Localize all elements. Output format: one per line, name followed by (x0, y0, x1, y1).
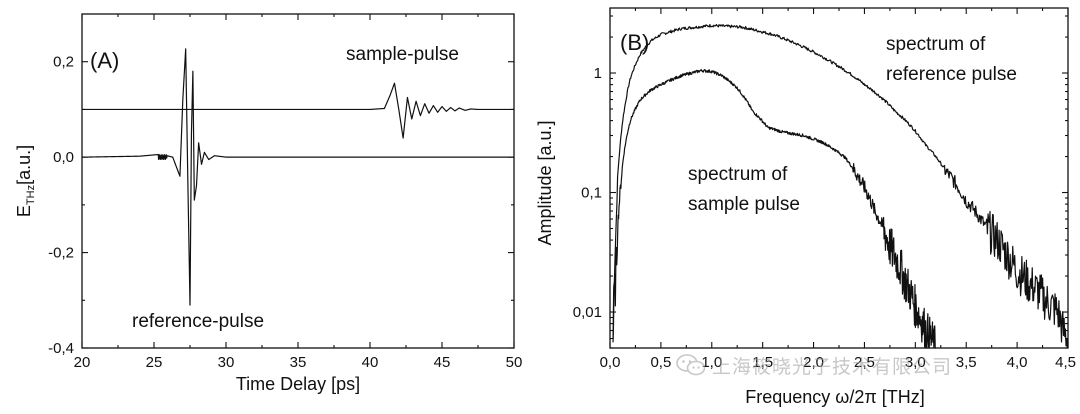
panel-a-y-axis-sub: THz (25, 185, 37, 205)
panel-b-traces (612, 23, 1069, 349)
panel-b-y-tick-label: 1 (594, 65, 602, 82)
panel-a-x-tick-label: 30 (218, 354, 235, 371)
panel-a-y-axis-title: ETHz[a.u.] (14, 145, 37, 217)
panel-a-y-axis-unit: [a.u.] (14, 145, 34, 185)
panel-a-x-tick-label: 20 (74, 354, 91, 371)
reference-spectrum-annotation: spectrum of reference pulse (886, 34, 1017, 85)
panel-b-x-tick-label: 1,5 (752, 354, 773, 371)
panel-b-y-tick-label: 0,01 (573, 304, 602, 321)
panel-a-y-tick-labels: -0,4 -0,2 0,0 0,2 (48, 54, 74, 357)
panel-a-x-tick-label: 35 (290, 354, 307, 371)
watermark-text: 上海筱晓光子技术有限公司 (712, 355, 953, 378)
panel-b-x-tick-label: 4,5 (1055, 354, 1076, 371)
panel-a-y-tick-label: -0,4 (48, 340, 74, 357)
panel-b-y-tick-label: 0,1 (581, 185, 602, 202)
panel-b-x-tick-label: 3,5 (956, 354, 977, 371)
wechat-icon (676, 354, 706, 376)
panel-a-y-tick-label: 0,0 (53, 149, 74, 166)
reference-pulse-annotation: reference-pulse (132, 311, 264, 332)
panel-b-x-tick-label: 4,0 (1007, 354, 1028, 371)
panel-a-x-tick-label: 50 (506, 354, 523, 371)
sample-spectrum-annotation: spectrum of sample pulse (688, 164, 800, 215)
panel-b-x-tick-label: 2,0 (803, 354, 824, 371)
panel-a-time-domain: 20 25 30 35 40 45 50 -0,4 -0,2 0,0 0,2 (A) sample… (14, 13, 523, 394)
reference-spectrum-annotation-line-1: spectrum of (886, 34, 986, 55)
panel-b-y-axis-title: Amplitude [a.u.] (535, 120, 555, 245)
panel-b-x-tick-label: 2,5 (854, 354, 875, 371)
panel-a-x-tick-labels: 20 25 30 35 40 45 50 (74, 354, 523, 371)
panel-b-y-tick-labels: 0,01 0,1 1 (573, 65, 602, 321)
panel-b-x-tick-label: 0,5 (650, 354, 671, 371)
sample-pulse-annotation: sample-pulse (346, 44, 459, 65)
sample-pulse-trace (81, 82, 515, 139)
sample-spectrum-annotation-line-2: sample pulse (688, 194, 800, 215)
panel-b-x-tick-labels: 0,0 0,5 1,0 1,5 2,0 2,5 3,0 3,5 4,0 4,5 (600, 354, 1076, 371)
panel-a-x-axis-title: Time Delay [ps] (236, 374, 360, 394)
reference-spectrum-annotation-line-2: reference pulse (886, 64, 1017, 85)
panel-b-x-axis-title: Frequency ω/2π [THz] (745, 387, 925, 407)
reference-spectrum-trace (612, 23, 1069, 349)
panel-a-traces (81, 48, 515, 306)
panel-b-x-tick-label: 3,0 (905, 354, 926, 371)
panel-a-y-axis-main: E (14, 205, 34, 217)
panel-a-y-tick-label: 0,2 (53, 54, 74, 71)
watermark: 上海筱晓光子技术有限公司 (676, 352, 952, 378)
panel-a-label: (A) (90, 48, 119, 73)
reference-pulse-trace (81, 48, 515, 306)
panel-a-x-tick-label: 40 (362, 354, 379, 371)
sample-spectrum-annotation-line-1: spectrum of (688, 164, 788, 185)
panel-b-spectra: 0,0 0,5 1,0 1,5 2,0 2,5 3,0 3,5 4,0 4,5 0,010,11 … (535, 7, 1076, 407)
panel-b-plot-frame (609, 7, 1069, 349)
panel-a-y-tick-label: -0,2 (48, 245, 74, 262)
panel-b-x-tick-label: 1,0 (701, 354, 722, 371)
sample-spectrum-trace (612, 68, 936, 349)
panel-a-x-tick-label: 45 (434, 354, 451, 371)
panel-a-x-tick-label: 25 (146, 354, 163, 371)
panel-b-x-tick-label: 0,0 (600, 354, 621, 371)
panel-b-label: (B) (620, 30, 649, 55)
panel-b-ticks (609, 8, 1069, 349)
